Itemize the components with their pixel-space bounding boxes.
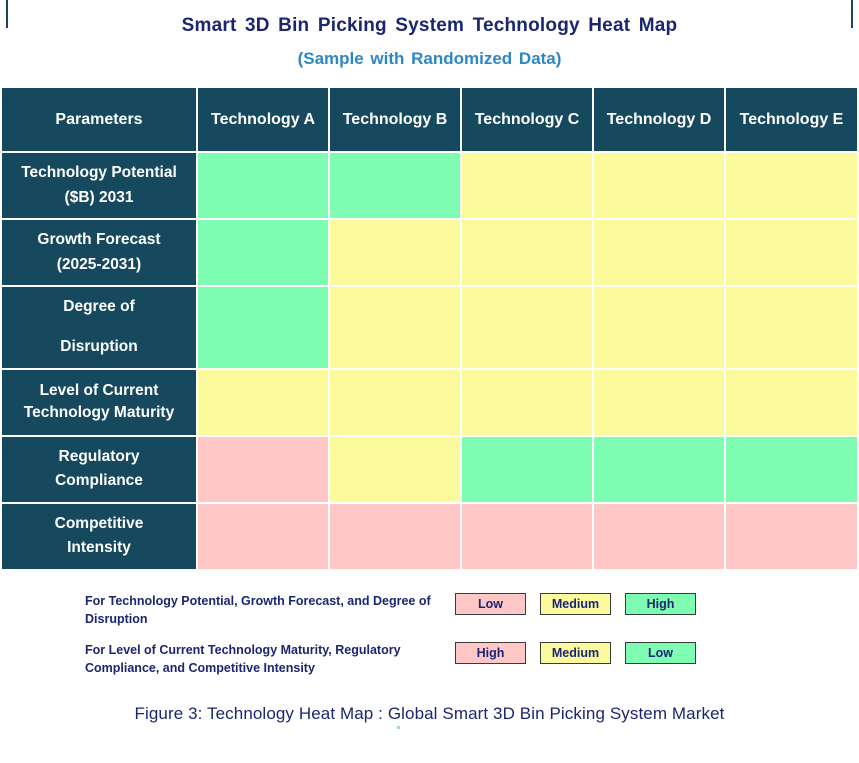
legend-swatch-high: High	[625, 592, 696, 615]
page-subtitle: (Sample with Randomized Data)	[297, 49, 562, 68]
page-title: Smart 3D Bin Picking System Technology H…	[181, 15, 678, 36]
page-border-artifact-left	[6, 0, 8, 28]
table-body: Technology Potential ($B) 2031 Growth For…	[0, 151, 859, 571]
heat-cell	[592, 218, 726, 287]
table-row: Regulatory Compliance	[0, 434, 859, 504]
legend-text: For Technology Potential, Growth Forecas…	[85, 593, 431, 626]
heat-cell	[460, 434, 594, 504]
legend-swatches: Low Medium High	[455, 592, 710, 615]
header-row: Parameters Technology A Technology B Techno…	[0, 86, 859, 153]
heat-cell	[328, 151, 462, 220]
heat-cell	[196, 501, 330, 571]
heat-cell	[724, 151, 859, 220]
figure-caption: Figure 3: Technology Heat Map : Global S…	[134, 704, 725, 724]
stray-dot-artifact	[397, 726, 400, 729]
heat-cell	[328, 434, 462, 504]
table-row: Level of Current Technology Maturity	[0, 367, 859, 437]
heat-cell	[196, 218, 330, 287]
legend-swatch-low: Low	[625, 641, 696, 664]
table-header: Parameters Technology A Technology B Techno…	[0, 86, 859, 153]
table-row: Competitive Intensity	[0, 501, 859, 571]
col-header-parameters: Parameters	[0, 86, 198, 153]
row-label: Regulatory Compliance	[0, 434, 198, 504]
legend-row: For Level of Current Technology Maturity…	[0, 641, 859, 677]
legend-swatch-low: Low	[455, 592, 526, 615]
table-row: Degree of Disruption	[0, 285, 859, 370]
heat-cell	[724, 434, 859, 504]
heat-cell	[592, 434, 726, 504]
heat-cell	[328, 501, 462, 571]
row-label: Technology Potential ($B) 2031	[0, 151, 198, 220]
heat-cell	[328, 218, 462, 287]
heat-cell	[460, 151, 594, 220]
legend: For Technology Potential, Growth Forecas…	[0, 592, 859, 678]
page-border-artifact-right	[851, 0, 853, 28]
legend-swatch-medium: Medium	[540, 592, 611, 615]
heatmap-table: Parameters Technology A Technology B Techno…	[0, 86, 859, 571]
col-header-technology-d: Technology D	[592, 86, 726, 153]
col-header-technology-c: Technology C	[460, 86, 594, 153]
heat-cell	[196, 434, 330, 504]
table-row: Growth Forecast (2025-2031)	[0, 218, 859, 287]
heat-cell	[196, 151, 330, 220]
heat-cell	[196, 367, 330, 437]
legend-swatch-high: High	[455, 641, 526, 664]
heat-cell	[592, 501, 726, 571]
heat-cell	[724, 285, 859, 370]
legend-swatches: High Medium Low	[455, 641, 710, 664]
legend-text: For Level of Current Technology Maturity…	[85, 642, 401, 675]
heat-cell	[592, 367, 726, 437]
heat-cell	[592, 285, 726, 370]
heat-cell	[460, 218, 594, 287]
col-header-technology-a: Technology A	[196, 86, 330, 153]
heat-cell	[460, 501, 594, 571]
heat-cell	[724, 501, 859, 571]
legend-row: For Technology Potential, Growth Forecas…	[0, 592, 859, 628]
heat-cell	[724, 367, 859, 437]
col-header-technology-e: Technology E	[724, 86, 859, 153]
col-header-technology-b: Technology B	[328, 86, 462, 153]
heat-cell	[328, 285, 462, 370]
heat-cell	[592, 151, 726, 220]
heat-cell	[328, 367, 462, 437]
row-label: Level of Current Technology Maturity	[0, 367, 198, 437]
heat-cell	[196, 285, 330, 370]
row-label: Degree of Disruption	[0, 285, 198, 370]
row-label: Competitive Intensity	[0, 501, 198, 571]
legend-swatch-medium: Medium	[540, 641, 611, 664]
heat-cell	[460, 367, 594, 437]
table-row: Technology Potential ($B) 2031	[0, 151, 859, 220]
heat-cell	[460, 285, 594, 370]
row-label: Growth Forecast (2025-2031)	[0, 218, 198, 287]
heat-cell	[724, 218, 859, 287]
